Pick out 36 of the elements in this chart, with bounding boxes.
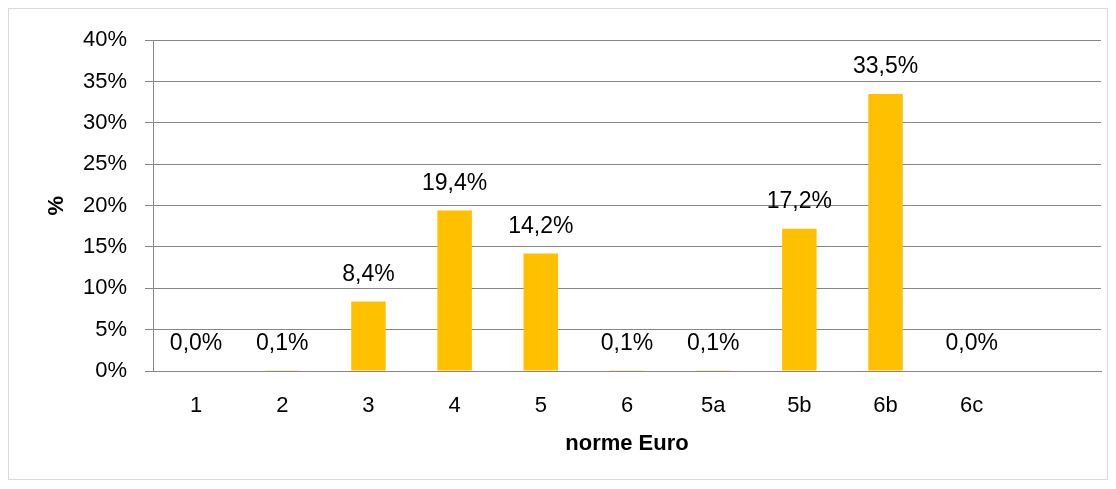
y-tick-label: 5% (95, 315, 127, 341)
y-tick-label: 15% (82, 233, 127, 259)
x-tick-label: 3 (362, 392, 375, 418)
x-tick-label: 4 (448, 392, 461, 418)
x-tick-label: 6b (873, 392, 898, 418)
x-tick-label: 1 (189, 392, 203, 418)
data-label: 0,1% (600, 328, 654, 355)
data-label: 0,1% (256, 328, 309, 355)
y-tick-label: 40% (82, 26, 127, 52)
y-axis-title: % (43, 195, 69, 216)
x-tick-label: 5b (787, 392, 812, 418)
x-axis-title: norme Euro (565, 429, 689, 455)
bar (868, 93, 903, 371)
y-tick-label: 25% (82, 150, 127, 176)
y-tick-label: 20% (82, 191, 127, 217)
data-label: 8,4% (342, 259, 395, 286)
y-tick-label: 30% (82, 108, 127, 134)
x-tick-label: 2 (276, 392, 289, 418)
data-label: 0,0% (169, 329, 223, 356)
y-tick-label: 10% (82, 274, 127, 300)
y-tick-label: 0% (95, 357, 127, 383)
x-tick-label: 6c (960, 392, 984, 418)
data-label: 0,0% (945, 329, 998, 356)
data-label: 33,5% (852, 52, 919, 79)
x-tick-label: 6 (620, 392, 634, 418)
bar (523, 253, 559, 371)
bar (351, 301, 386, 371)
data-label: 14,2% (508, 211, 574, 238)
data-label: 19,4% (422, 168, 488, 195)
data-label: 0,1% (686, 328, 740, 355)
x-tick-label: 5a (700, 392, 727, 418)
bar (437, 210, 472, 371)
y-tick-label: 35% (82, 67, 127, 93)
x-tick-label: 5 (534, 392, 547, 418)
bar (782, 228, 817, 371)
data-label: 17,2% (766, 187, 832, 214)
